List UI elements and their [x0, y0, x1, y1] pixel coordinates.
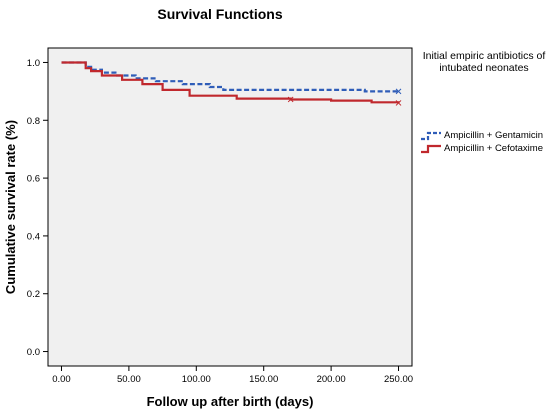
- x-tick-label: 200.00: [317, 374, 346, 385]
- y-tick-label: 0.6: [27, 174, 40, 185]
- legend-swatch-cefotaxime: [421, 144, 441, 153]
- legend-label-gentamicin: Ampicillin + Gentamicin: [444, 130, 543, 141]
- x-tick-label: 0.00: [52, 374, 71, 385]
- y-axis-title: Cumulative survival rate (%): [3, 120, 18, 294]
- x-tick-label: 150.00: [249, 374, 278, 385]
- legend: Initial empiric antibiotics of intubated…: [420, 50, 548, 154]
- chart-title: Survival Functions: [157, 6, 283, 22]
- y-tick-label: 0.0: [27, 347, 40, 358]
- series-layer: [61, 61, 402, 106]
- x-axis-title: Follow up after birth (days): [147, 394, 314, 409]
- legend-entry-gentamicin: Ampicillin + Gentamicin: [420, 130, 543, 141]
- series-line-gentamicin: [61, 61, 399, 93]
- x-tick-label: 50.00: [117, 374, 141, 385]
- x-tick-label: 250.00: [384, 374, 413, 385]
- series-line-cefotaxime: [61, 61, 400, 104]
- censor-marker: [395, 100, 402, 106]
- legend-title: Initial empiric antibiotics of intubated…: [422, 50, 546, 74]
- legend-entry-cefotaxime: Ampicillin + Cefotaxime: [420, 143, 543, 154]
- censor-marker: [287, 96, 294, 103]
- x-axis-ticks: 0.00 50.00 100.00 150.00 200.00 250.00: [52, 366, 413, 385]
- censor-marker: [395, 88, 402, 95]
- y-tick-label: 1.0: [27, 58, 40, 69]
- y-tick-label: 0.2: [27, 289, 40, 300]
- y-tick-label: 0.8: [27, 116, 40, 127]
- y-tick-label: 0.4: [27, 231, 40, 242]
- y-axis-ticks: 0.0 0.2 0.4 0.6 0.8 1.0: [27, 58, 48, 358]
- legend-swatch-gentamicin: [421, 131, 441, 140]
- legend-label-cefotaxime: Ampicillin + Cefotaxime: [444, 143, 543, 154]
- x-tick-label: 100.00: [182, 374, 211, 385]
